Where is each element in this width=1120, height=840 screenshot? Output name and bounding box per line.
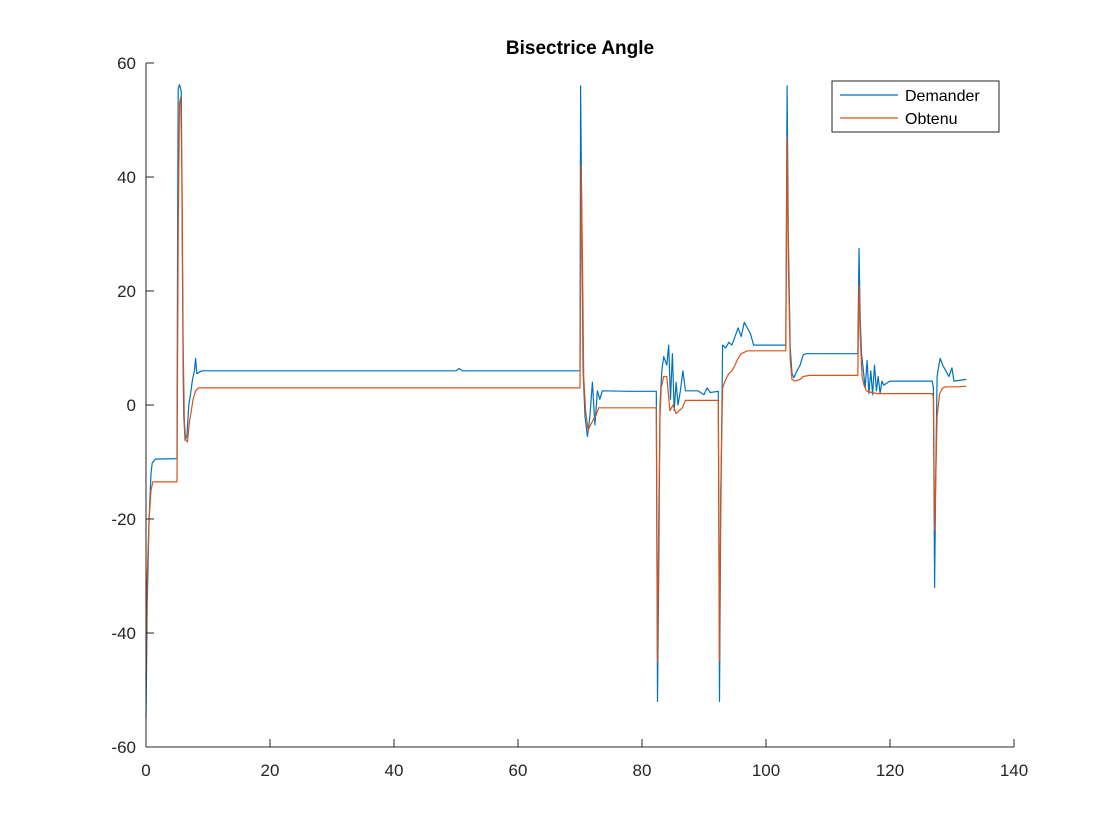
series-line-demander xyxy=(145,84,967,719)
legend: Demander Obtenu xyxy=(831,80,1000,133)
x-tick-label: 20 xyxy=(261,761,280,780)
x-tick-label: 100 xyxy=(752,761,780,780)
legend-label-demander: Demander xyxy=(905,88,980,105)
y-tick-label: 40 xyxy=(117,168,136,187)
y-tick-label: -60 xyxy=(111,738,136,757)
x-tick-label: 140 xyxy=(1000,761,1028,780)
legend-label-obtenu: Obtenu xyxy=(905,111,957,128)
y-tick-label: 60 xyxy=(117,54,136,73)
x-tick-label: 40 xyxy=(385,761,404,780)
chart-title: Bisectrice Angle xyxy=(506,38,654,59)
x-tick-label: 60 xyxy=(509,761,528,780)
y-tick-label: -40 xyxy=(111,624,136,643)
x-tick-label: 0 xyxy=(141,761,150,780)
y-tick-label: -20 xyxy=(111,510,136,529)
y-tick-label: 20 xyxy=(117,282,136,301)
x-tick-label: 80 xyxy=(633,761,652,780)
x-tick-label: 120 xyxy=(876,761,904,780)
series-line-obtenu xyxy=(145,96,967,679)
legend-box xyxy=(831,80,1000,133)
plot-area xyxy=(145,84,967,719)
axes: 0 20 40 60 80 100 120 140 -60 -40 -20 0 20 40 60 xyxy=(111,54,1028,780)
y-tick-label: 0 xyxy=(127,396,136,415)
